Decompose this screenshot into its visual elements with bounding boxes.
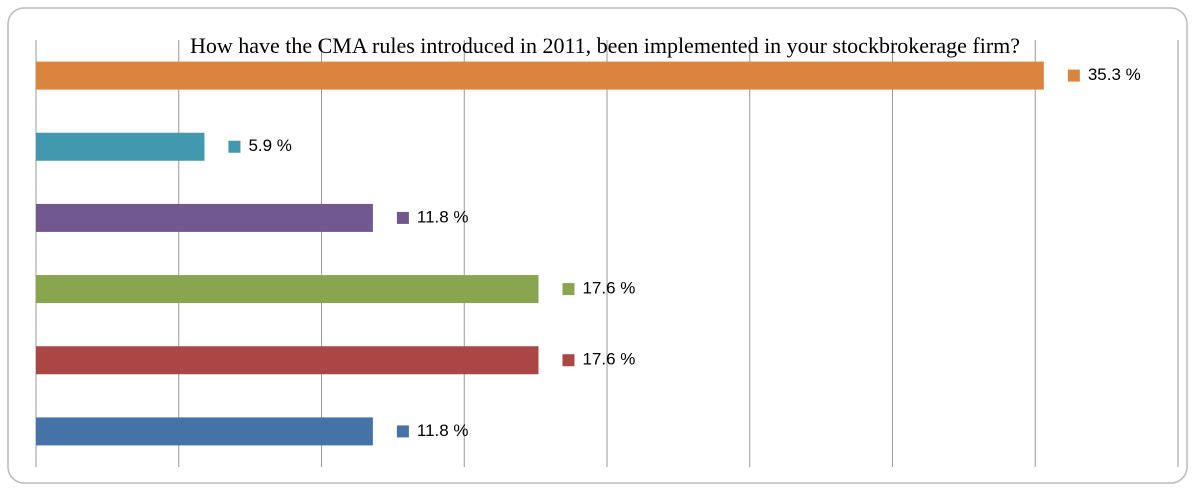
label-marker xyxy=(562,283,575,296)
chart-title: How have the CMA rules introduced in 201… xyxy=(189,33,1021,58)
data-label: 11.8 % xyxy=(417,421,469,440)
data-label: 5.9 % xyxy=(248,136,291,155)
data-label: 17.6 % xyxy=(582,350,635,369)
bar xyxy=(36,417,373,446)
bar xyxy=(36,346,539,375)
bar xyxy=(36,275,539,304)
data-label: 11.8 % xyxy=(417,207,469,226)
label-marker xyxy=(396,211,409,224)
data-label: 17.6 % xyxy=(582,279,635,298)
label-marker xyxy=(396,425,409,438)
label-marker xyxy=(562,354,575,367)
data-label: 35.3 % xyxy=(1088,65,1141,84)
bar xyxy=(36,132,205,161)
bar xyxy=(36,203,373,232)
bar xyxy=(36,61,1044,90)
label-marker xyxy=(228,140,241,153)
label-marker xyxy=(1067,69,1080,82)
